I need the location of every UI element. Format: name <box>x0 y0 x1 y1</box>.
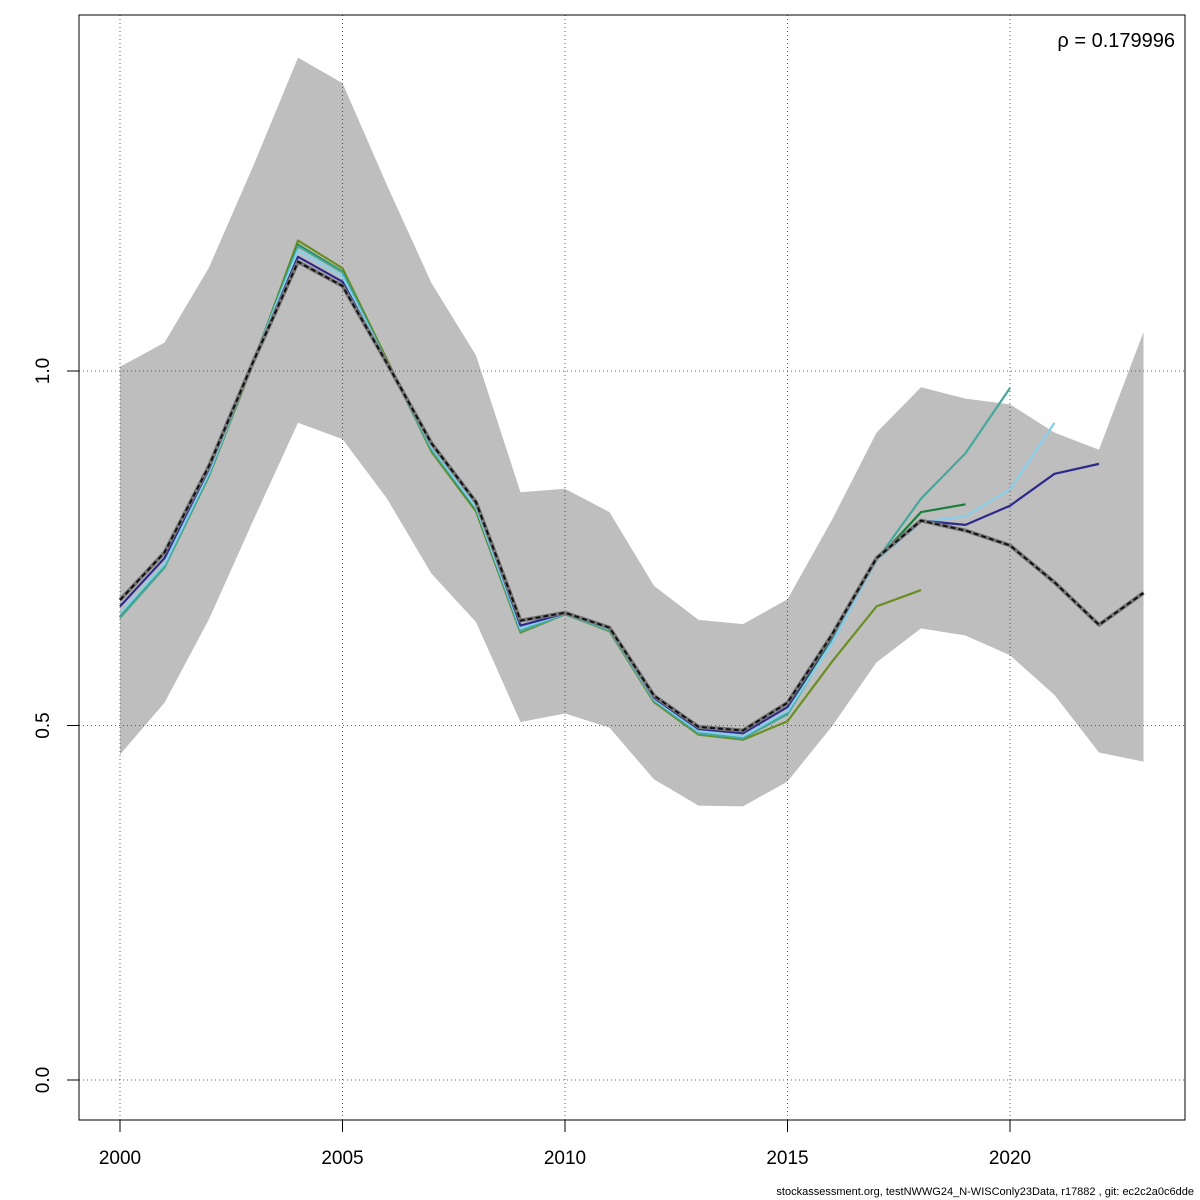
grid-layer <box>79 15 1185 1120</box>
x-tick-label-2005: 2005 <box>321 1148 363 1169</box>
x-tick-label-2015: 2015 <box>766 1148 808 1169</box>
series-line-5-halo <box>118 259 1145 733</box>
axis-layer: 2000 2005 2010 2015 2020 0.0 0.5 1.0 <box>33 358 1031 1169</box>
x-tick-label-2000: 2000 <box>99 1148 141 1169</box>
x-tick-label-2010: 2010 <box>544 1148 586 1169</box>
x-tick-label-2020: 2020 <box>989 1148 1031 1169</box>
rho-annotation: ρ = 0.179996 <box>1057 30 1175 52</box>
confidence-band-layer <box>120 57 1144 807</box>
confidence-band <box>120 57 1144 807</box>
series-layer <box>118 239 1145 741</box>
y-tick-label-2: 1.0 <box>33 358 54 384</box>
footer-credit: stockassessment.org, testNWWG24_N-WISCon… <box>776 1186 1194 1198</box>
y-tick-label-0: 0.0 <box>33 1067 54 1093</box>
y-tick-label-1: 0.5 <box>33 712 54 738</box>
